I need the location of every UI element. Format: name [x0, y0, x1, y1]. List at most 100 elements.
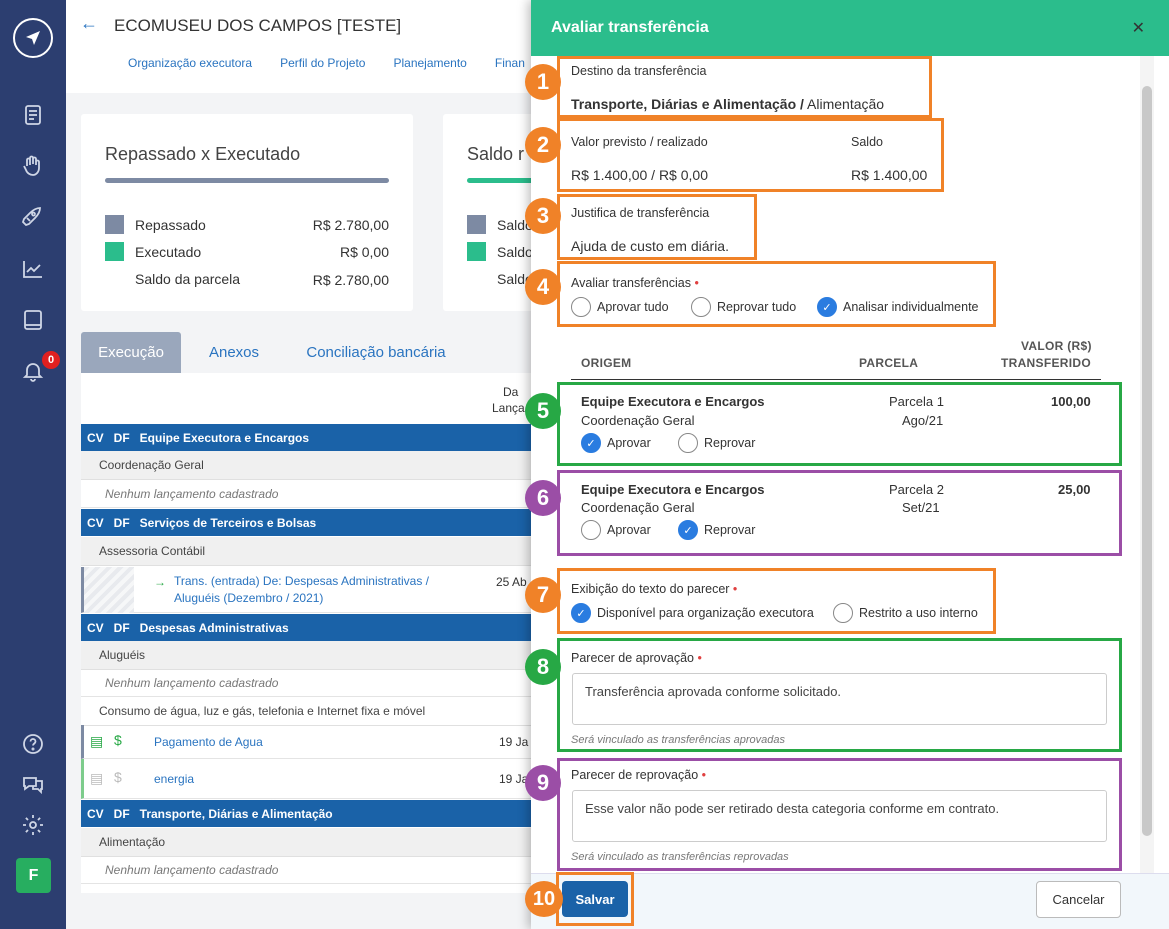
back-arrow-icon[interactable]: ← — [80, 13, 98, 33]
tab-organizacao[interactable]: Organização executora — [128, 56, 253, 70]
group-row[interactable]: CV DF Despesas Administrativas — [81, 614, 531, 641]
execution-table: Da Lança CV DF Equipe Executora e Encargos… — [81, 373, 531, 893]
transfer-row[interactable]: → Trans. (entrada) De: Despesas Administ… — [81, 567, 531, 613]
reprovacao-textarea[interactable]: Esse valor não pode ser retirado desta c… — [572, 790, 1107, 842]
radio-reprovar-2[interactable]: ✓ Reprovar — [678, 520, 755, 540]
transfer-line-1: Trans. (entrada) De: Despesas Administra… — [174, 574, 429, 588]
reprovacao-hint: Será vinculado as transferências reprova… — [571, 851, 789, 863]
radio-aprovar-tudo[interactable]: Aprovar tudo — [571, 297, 669, 317]
notification-badge: 0 — [42, 351, 60, 369]
radio-disponivel[interactable]: ✓ Disponível para organização executora — [571, 603, 814, 623]
destino-value: Transporte, Diárias e Alimentação / Alim… — [571, 96, 885, 112]
save-button[interactable]: Salvar — [562, 881, 628, 917]
subcategory-row: Aluguéis — [81, 641, 531, 670]
marker-5: 5 — [525, 393, 561, 429]
legend-row: Saldo — [467, 215, 533, 234]
group-row[interactable]: CV DF Transporte, Diárias e Alimentação — [81, 800, 531, 827]
chat-icon[interactable] — [19, 770, 47, 798]
marker-7: 7 — [525, 577, 561, 613]
subcategory-row: Coordenação Geral — [81, 451, 531, 480]
logo-icon[interactable] — [13, 18, 53, 58]
valor-value: R$ 1.400,00 / R$ 0,00 — [571, 167, 708, 183]
exibicao-label: Exibição do texto do parecer • — [571, 582, 738, 596]
item-mes: Ago/21 — [902, 413, 944, 428]
radio-reprovar-1[interactable]: Reprovar — [678, 433, 755, 453]
saldo-label: Saldo — [851, 135, 883, 149]
radio-aprovar-1[interactable]: ✓ Aprovar — [581, 433, 651, 453]
close-icon[interactable]: ✕ — [1131, 20, 1145, 37]
th-transferido: TRANSFERIDO — [1001, 356, 1091, 370]
marker-6: 6 — [525, 480, 561, 516]
marker-3: 3 — [525, 198, 561, 234]
document-icon[interactable] — [19, 101, 47, 129]
aprovacao-textarea[interactable]: Transferência aprovada conforme solicita… — [572, 673, 1107, 725]
bell-icon[interactable] — [19, 357, 47, 385]
transfer-date: 25 Ab — [496, 575, 527, 589]
entry-date: 19 Ja — [499, 772, 529, 786]
entry-row[interactable]: ▤ $ Pagamento de Agua 19 Ja — [81, 725, 531, 759]
radio-aprovar-2[interactable]: Aprovar — [581, 520, 651, 540]
avatar[interactable]: F — [16, 858, 51, 893]
marker-4: 4 — [525, 269, 561, 305]
header-divider — [571, 379, 1101, 380]
tab-conciliacao[interactable]: Conciliação bancária — [306, 344, 446, 361]
entry-date: 19 Ja — [499, 735, 529, 749]
tab-anexos[interactable]: Anexos — [208, 344, 260, 361]
cancel-button[interactable]: Cancelar — [1036, 881, 1121, 918]
help-icon[interactable] — [19, 730, 47, 758]
legend-repassado: Repassado — [105, 215, 206, 234]
tab-financeiro[interactable]: Finan — [494, 56, 525, 70]
item-sub: Coordenação Geral — [581, 413, 695, 428]
item-sub: Coordenação Geral — [581, 500, 695, 515]
card-title-2: Saldo r — [467, 144, 525, 164]
entry-row[interactable]: ▤ $ energia 19 Ja — [81, 759, 531, 799]
hand-heart-icon[interactable] — [19, 152, 47, 180]
marker-1: 1 — [525, 64, 561, 100]
group-row[interactable]: CV DF Equipe Executora e Encargos — [81, 424, 531, 451]
col-header-date: Da — [503, 385, 519, 399]
invoice-icon: $ — [114, 769, 122, 785]
annotation-box-9 — [557, 758, 1122, 871]
receipt-icon: ▤ — [90, 770, 104, 786]
th-valor: VALOR (R$) — [1021, 339, 1092, 353]
gear-icon[interactable] — [19, 811, 47, 839]
annotation-box-7 — [557, 568, 996, 634]
radio-reprovar-tudo[interactable]: Reprovar tudo — [691, 297, 796, 317]
annotation-box-1 — [557, 56, 932, 118]
valor-label: Valor previsto / realizado — [571, 135, 708, 149]
book-icon[interactable] — [19, 306, 47, 334]
chart-icon[interactable] — [19, 255, 47, 283]
th-origem: ORIGEM — [581, 356, 632, 370]
group-row[interactable]: CV DF Serviços de Terceiros e Bolsas — [81, 509, 531, 536]
tab-planejamento[interactable]: Planejamento — [393, 56, 467, 70]
scrollbar-thumb[interactable] — [1142, 86, 1152, 836]
value-executado: R$ 0,00 — [339, 244, 389, 260]
legend-row: Saldo — [497, 271, 533, 287]
radio-analisar[interactable]: ✓ Analisar individualmente — [817, 297, 979, 317]
tab-perfil[interactable]: Perfil do Projeto — [280, 56, 366, 70]
subcategory-row: Alimentação — [81, 828, 531, 857]
reprovacao-label: Parecer de reprovação • — [571, 768, 707, 782]
radio-restrito[interactable]: Restrito a uso interno — [833, 603, 978, 623]
justifica-value: Ajuda de custo em diária. — [571, 238, 729, 254]
justifica-label: Justifica de transferência — [571, 206, 710, 220]
item-mes: Set/21 — [902, 500, 940, 515]
entry-name: energia — [154, 772, 195, 786]
empty-row: Nenhum lançamento cadastrado — [81, 670, 531, 697]
saldo-value: R$ 1.400,00 — [851, 167, 928, 183]
marker-8: 8 — [525, 649, 561, 685]
page-title: ECOMUSEU DOS CAMPOS [TESTE] — [114, 16, 402, 35]
summary-card-repassado: Repassado x Executado Repassado R$ 2.780… — [81, 114, 413, 311]
arrow-right-icon: → — [154, 575, 166, 589]
annotation-box-8 — [557, 638, 1122, 752]
modal-title: Avaliar transferência — [551, 19, 709, 36]
legend-executado: Executado — [105, 242, 201, 261]
subcategory-row: Consumo de água, luz e gás, telefonia e … — [81, 697, 531, 726]
progress-bar — [105, 178, 389, 183]
invoice-icon: $ — [114, 732, 122, 748]
aprovacao-hint: Será vinculado as transferências aprovad… — [571, 734, 786, 746]
tab-execucao[interactable]: Execução — [81, 332, 181, 373]
item-name: Equipe Executora e Encargos — [581, 482, 765, 497]
rocket-icon[interactable] — [19, 204, 47, 232]
value-repassado: R$ 2.780,00 — [312, 217, 389, 233]
